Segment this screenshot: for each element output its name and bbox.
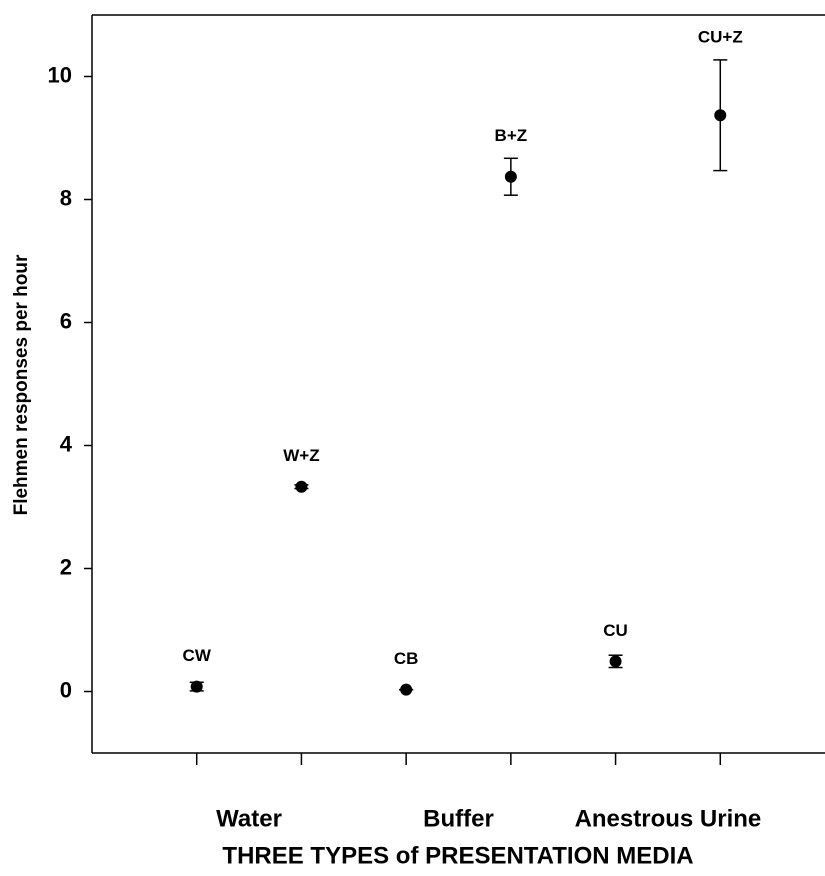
point-label: W+Z (283, 446, 319, 465)
point-label: B+Z (495, 126, 528, 145)
y-tick-label: 8 (60, 185, 72, 210)
x-tick-label: Buffer (423, 805, 494, 832)
y-axis-label: Flehmen responses per hour (11, 254, 32, 515)
point-label: CU+Z (698, 27, 743, 46)
point-label: CB (394, 649, 419, 668)
y-tick-label: 4 (60, 431, 73, 456)
y-tick-label: 6 (60, 308, 72, 333)
y-tick-label: 2 (60, 554, 72, 579)
point-label: CW (183, 646, 212, 665)
y-tick-label: 10 (48, 62, 72, 87)
point-label: CU (603, 621, 628, 640)
point (714, 109, 727, 122)
point (504, 170, 517, 183)
y-tick-label: 0 (60, 677, 72, 702)
point (609, 655, 622, 668)
x-axis-label: THREE TYPES of PRESENTATION MEDIA (222, 842, 693, 869)
point (295, 480, 308, 493)
point (190, 680, 203, 693)
x-tick-label: Water (216, 805, 282, 832)
x-tick-label: Anestrous Urine (575, 805, 762, 832)
point (400, 683, 413, 696)
